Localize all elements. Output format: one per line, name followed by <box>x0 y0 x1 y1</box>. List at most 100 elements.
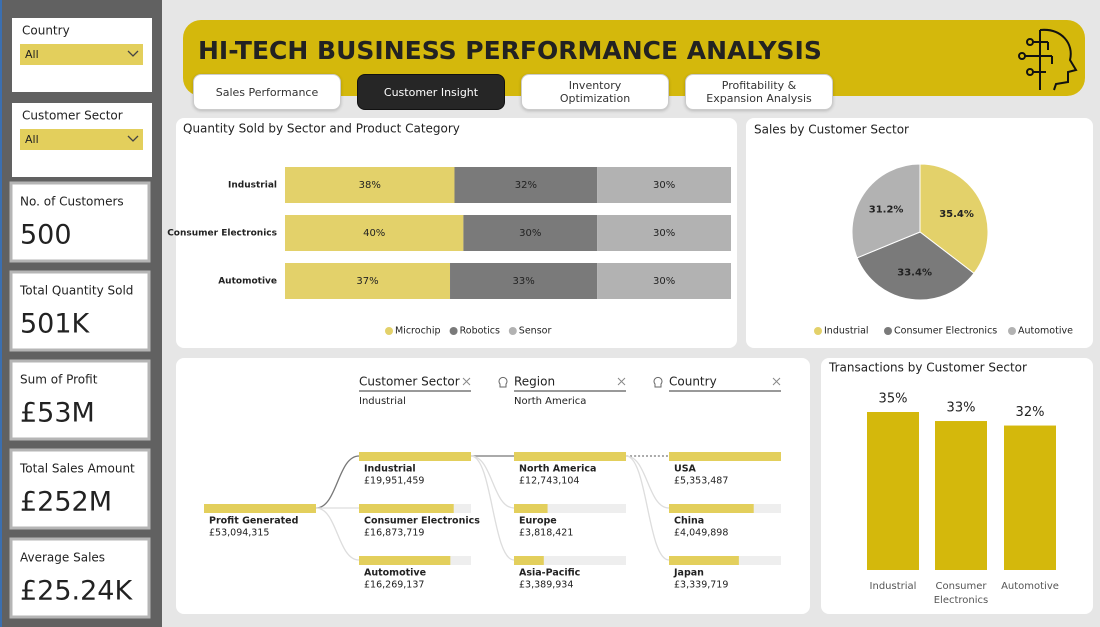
data-label: 30% <box>519 228 541 239</box>
remove-icon[interactable] <box>617 377 626 386</box>
legend-marker <box>385 327 393 335</box>
tree-connector <box>625 455 670 509</box>
panel <box>176 358 810 614</box>
lightbulb-icon <box>653 376 663 388</box>
bar <box>935 421 987 570</box>
data-label: 33% <box>947 401 976 416</box>
node-label: Industrial <box>364 464 416 475</box>
tab[interactable]: Profitability & Expansion Analysis <box>685 74 833 110</box>
tree-connector <box>470 455 515 561</box>
node-label: Japan <box>673 568 704 579</box>
node-value: £3,389,934 <box>519 580 573 591</box>
kpi-card <box>9 181 151 263</box>
data-label: 30% <box>653 180 675 191</box>
kpi-value: £53M <box>20 398 95 429</box>
tree-bar[interactable] <box>669 504 754 513</box>
data-label: 40% <box>363 228 385 239</box>
kpi-label: Average Sales <box>20 551 105 565</box>
filter-label: Country <box>22 24 70 38</box>
header-icon <box>1018 28 1078 91</box>
bar-segment <box>597 263 731 299</box>
tree-bar[interactable] <box>359 452 471 461</box>
tree-bar[interactable] <box>669 556 739 565</box>
node-label: Europe <box>519 516 557 527</box>
node-label: China <box>674 516 704 527</box>
node-value: £53,094,315 <box>209 528 269 539</box>
chart-title: Sales by Customer Sector <box>754 123 909 137</box>
data-label: 33% <box>512 276 534 287</box>
node-value: £16,873,719 <box>364 528 424 539</box>
bar-segment <box>463 215 598 251</box>
dropdown-chevron <box>127 135 139 142</box>
level-field: Country <box>669 375 717 389</box>
dropdown-chevron <box>127 50 139 57</box>
tree-bar <box>204 504 316 513</box>
tab[interactable]: Inventory Optimization <box>521 74 669 110</box>
data-label: 33.4% <box>897 267 932 278</box>
node-value: £19,951,459 <box>364 476 424 487</box>
bar-segment <box>597 167 731 203</box>
legend-label: Consumer Electronics <box>894 326 997 337</box>
legend-marker <box>508 327 517 335</box>
tree-bar[interactable] <box>669 452 781 461</box>
tree-connector <box>315 507 360 561</box>
tree-bar[interactable] <box>514 452 626 461</box>
node-label: Automotive <box>364 568 426 579</box>
pie-slice <box>851 163 921 259</box>
node-label: Asia-Pacific <box>519 568 580 579</box>
node-value: £4,049,898 <box>674 528 728 539</box>
kpi-card <box>9 448 151 530</box>
filter-dropdown[interactable] <box>20 44 143 65</box>
bar-segment <box>285 263 451 299</box>
y-tick-label: Industrial <box>228 181 277 191</box>
bar-segment <box>450 263 598 299</box>
bar-segment <box>454 167 598 203</box>
level-selected: North America <box>514 396 586 407</box>
tab[interactable]: Sales Performance <box>193 74 341 110</box>
tree-bar[interactable] <box>514 556 544 565</box>
tree-bar[interactable] <box>359 556 451 565</box>
lightbulb-icon <box>498 376 508 388</box>
kpi-value: 500 <box>20 220 72 251</box>
x-tick-label: Industrial <box>869 581 917 592</box>
remove-icon[interactable] <box>772 377 781 386</box>
tab[interactable]: Customer Insight <box>357 74 505 110</box>
tree-track <box>514 504 626 513</box>
kpi-label: Sum of Profit <box>20 373 98 387</box>
data-label: 35% <box>879 392 908 407</box>
remove-icon[interactable] <box>462 377 471 386</box>
bar <box>867 412 919 570</box>
pie-slice <box>919 163 989 275</box>
legend-label: Microchip <box>395 326 440 337</box>
y-tick-label: Consumer Electronics <box>167 229 277 239</box>
data-label: 32% <box>1016 405 1045 420</box>
data-label: 30% <box>653 228 675 239</box>
level-selected: Industrial <box>359 396 406 407</box>
node-value: £3,339,719 <box>674 580 728 591</box>
data-label: 38% <box>359 180 381 191</box>
legend-label: Industrial <box>824 326 869 337</box>
tree-track <box>514 556 626 565</box>
kpi-label: No. of Customers <box>20 195 124 209</box>
bar-segment <box>597 215 731 251</box>
tree-bar[interactable] <box>514 504 548 513</box>
data-label: 31.2% <box>869 204 904 215</box>
kpi-card <box>9 537 151 619</box>
data-label: 30% <box>653 276 675 287</box>
bar-segment <box>285 167 455 203</box>
kpi-label: Total Sales Amount <box>19 462 135 476</box>
legend-label: Sensor <box>519 326 552 337</box>
header-title: HI-TECH BUSINESS PERFORMANCE ANALYSIS <box>198 36 822 65</box>
chart-title: Transactions by Customer Sector <box>828 361 1027 375</box>
node-label: Consumer Electronics <box>364 516 480 527</box>
filter-label: Customer Sector <box>22 109 123 123</box>
filter-value: All <box>25 48 39 61</box>
level-field: Region <box>514 375 555 389</box>
legend-marker <box>1008 327 1016 335</box>
filter-dropdown[interactable] <box>20 129 143 150</box>
legend-label: Automotive <box>1018 326 1073 337</box>
tree-bar[interactable] <box>359 504 454 513</box>
node-value: £3,818,421 <box>519 528 573 539</box>
